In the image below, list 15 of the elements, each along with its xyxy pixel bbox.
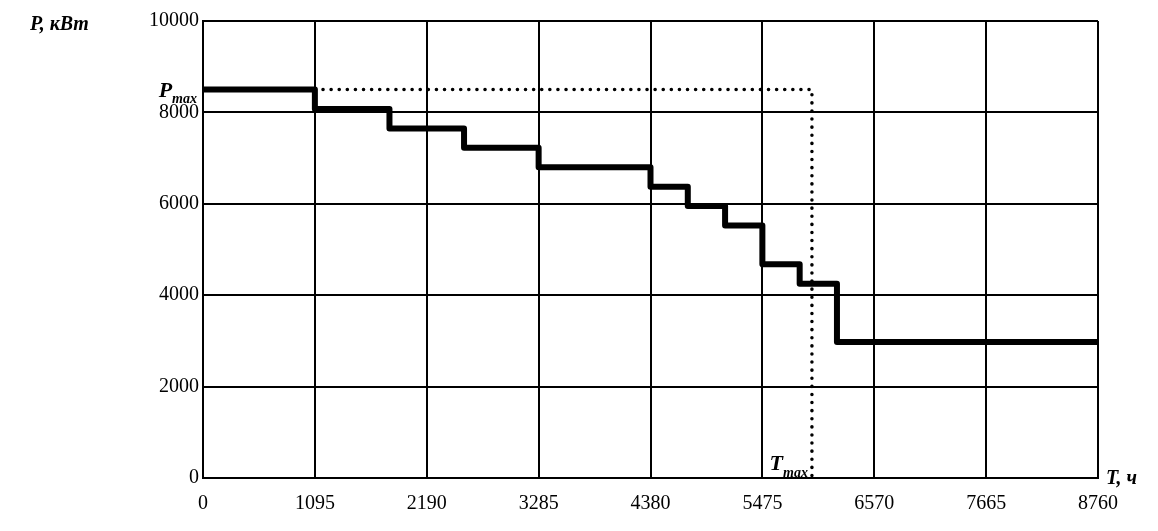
x-tick-label: 3285: [518, 491, 559, 514]
x-tick-label: 6570: [854, 491, 895, 514]
x-tick-label: 8760: [1078, 491, 1118, 514]
x-axis-title: T, ч: [1106, 466, 1137, 488]
x-tick-label: 5475: [742, 491, 783, 514]
x-tick-label: 1095: [294, 491, 335, 514]
y-tick-label: 6000: [159, 191, 199, 214]
y-tick-label: 10000: [149, 8, 199, 31]
y-tick-label: 0: [189, 465, 199, 488]
x-tick-label: 4380: [630, 491, 671, 514]
y-tick-label: 2000: [159, 373, 199, 396]
x-tick-label: 7665: [966, 491, 1007, 514]
x-tick-label: 2190: [406, 491, 447, 514]
y-tick-label: 4000: [159, 282, 199, 305]
y-axis-title: P, кВт: [29, 12, 89, 34]
